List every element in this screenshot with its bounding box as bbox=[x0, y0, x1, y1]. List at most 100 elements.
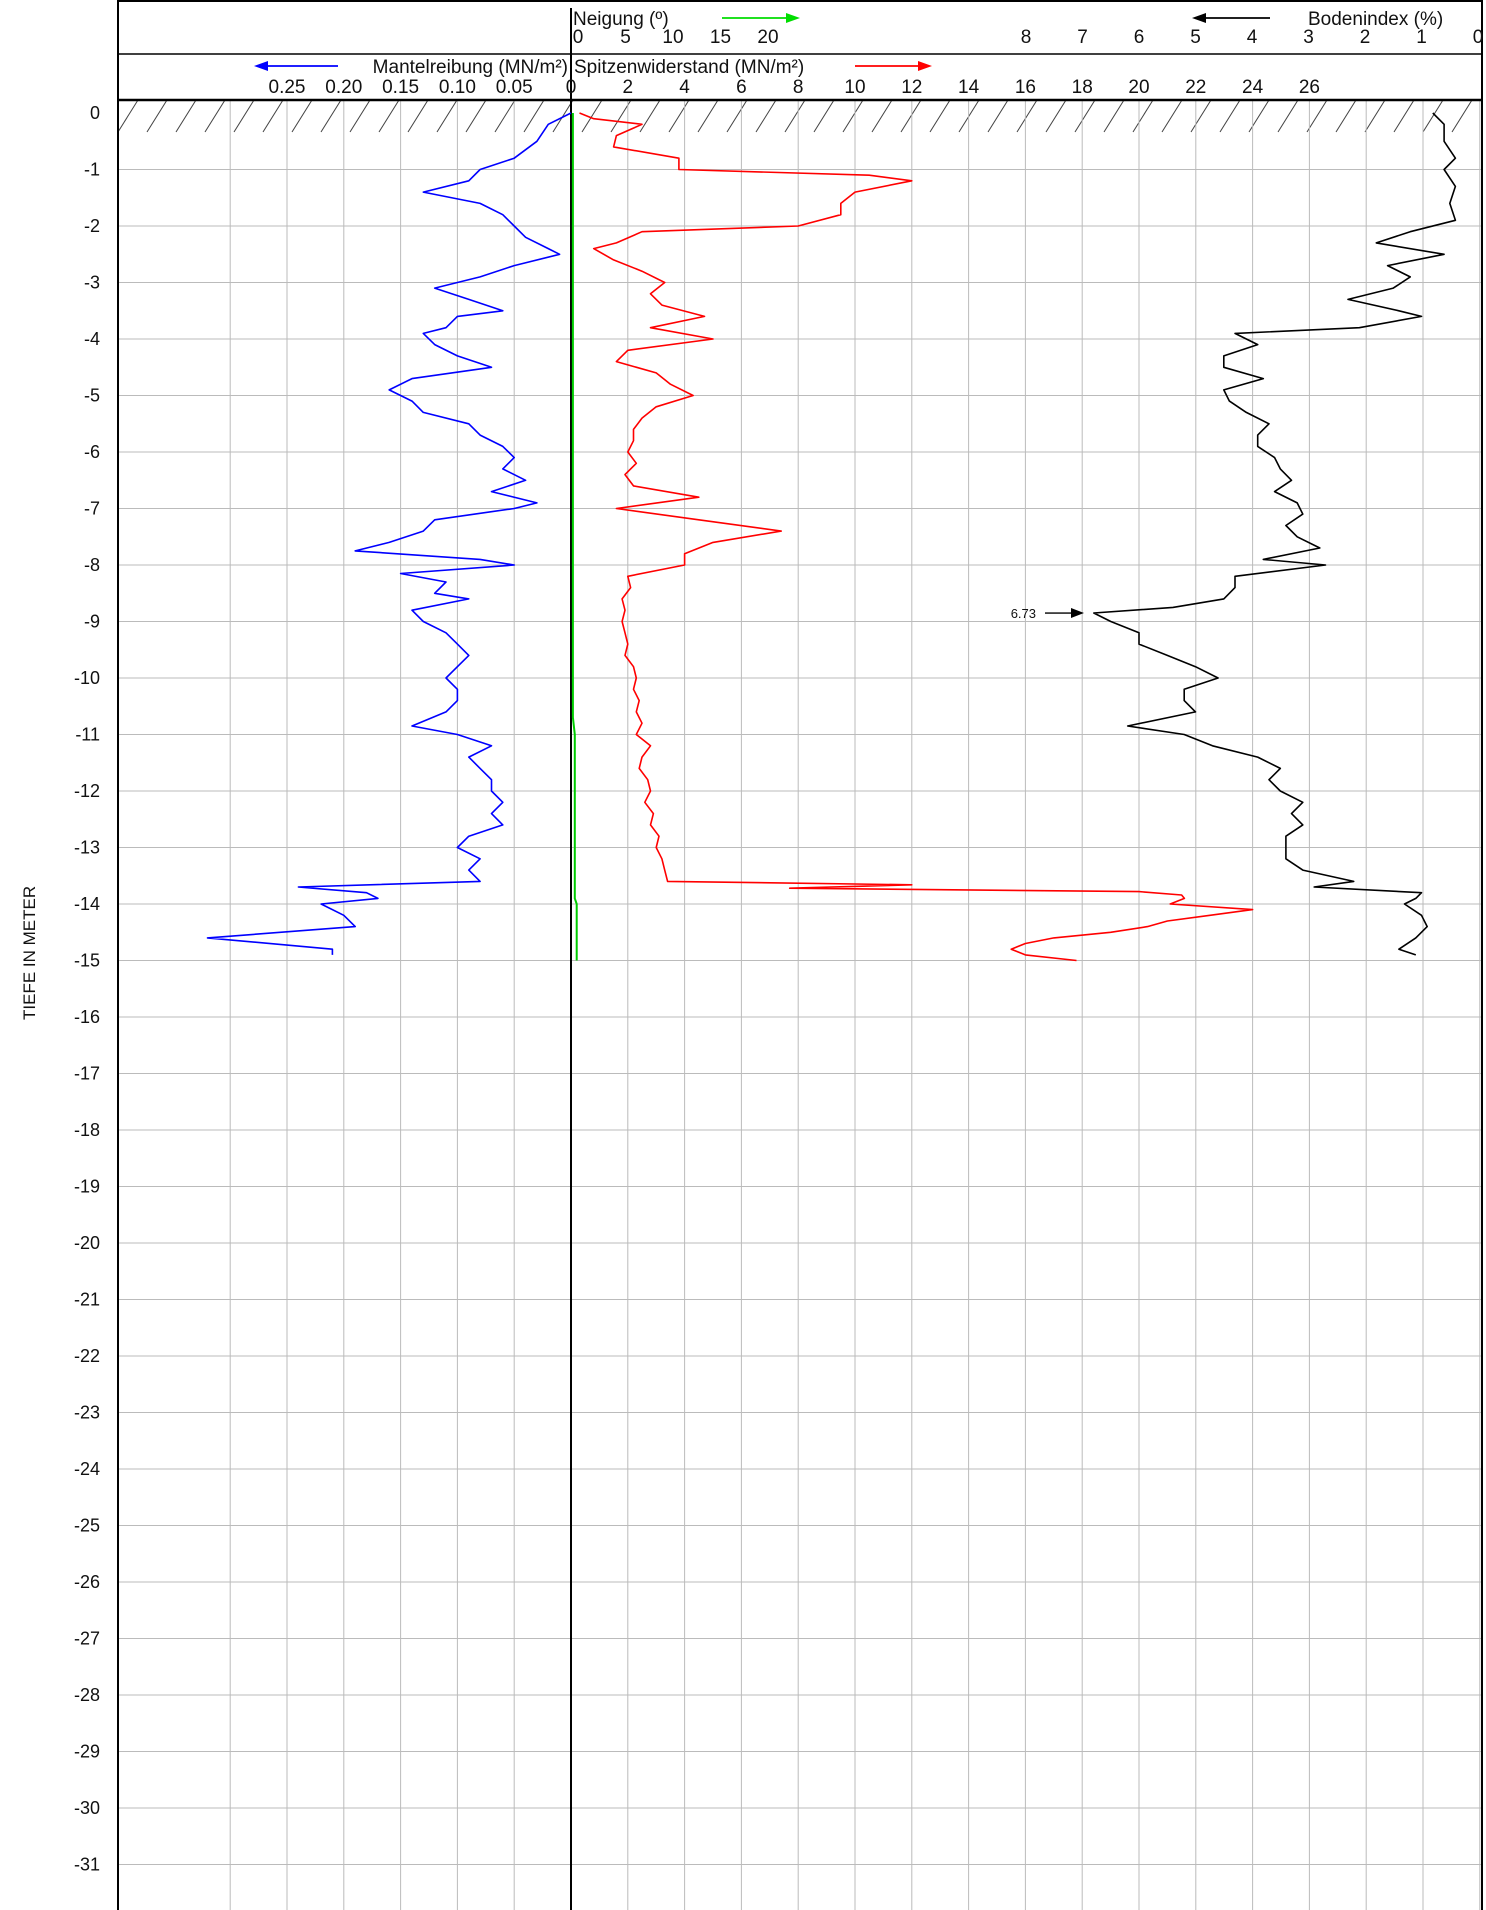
depth-tick-label: -22 bbox=[74, 1346, 100, 1366]
tick-labels: 0 -1 -2 -3 -4 -5 -6 -7 -8 -9 -10 -11 -12 -13 -14 -15 -16… bbox=[74, 27, 1484, 1875]
hatch-stroke bbox=[378, 99, 400, 133]
spitzenwiderstand-tick-label: 16 bbox=[1015, 77, 1036, 98]
hatch-stroke bbox=[407, 99, 429, 133]
spitzenwiderstand-tick-label: 22 bbox=[1185, 77, 1206, 98]
depth-tick-label: -31 bbox=[74, 1855, 100, 1875]
bodenindex-tick-label: 5 bbox=[1190, 27, 1201, 48]
mantelreibung-arrow-head bbox=[254, 61, 268, 71]
depth-tick-label: -13 bbox=[74, 838, 100, 858]
bodenindex-tick-label: 8 bbox=[1021, 27, 1032, 48]
hatch-stroke bbox=[204, 99, 226, 133]
mantelreibung-tick-label: 0.15 bbox=[382, 77, 419, 98]
hatch-stroke bbox=[262, 99, 284, 133]
bodenindex-tick-label: 6 bbox=[1134, 27, 1145, 48]
hatch-stroke bbox=[987, 99, 1009, 133]
hatch-stroke bbox=[697, 99, 719, 133]
spitzenwiderstand-arrow-head bbox=[918, 61, 932, 71]
annotations: 6.73 bbox=[1011, 606, 1084, 621]
series-bodenindex bbox=[1093, 112, 1457, 956]
hatch-stroke bbox=[813, 99, 835, 133]
depth-tick-label: -25 bbox=[74, 1516, 100, 1536]
bodenindex-tick-label: 7 bbox=[1077, 27, 1088, 48]
depth-tick-label: -29 bbox=[74, 1742, 100, 1762]
neigung-arrow-head bbox=[786, 13, 800, 23]
hatch-stroke bbox=[871, 99, 893, 133]
grid-lines bbox=[118, 100, 1482, 1910]
depth-tick-label: -6 bbox=[84, 442, 100, 462]
hatch-stroke bbox=[639, 99, 661, 133]
hatch-stroke bbox=[175, 99, 197, 133]
mantelreibung-tick-label: 0.25 bbox=[269, 77, 306, 98]
hatch-stroke bbox=[784, 99, 806, 133]
depth-tick-label: -14 bbox=[74, 894, 100, 914]
spitzenwiderstand-tick-label: 20 bbox=[1128, 77, 1149, 98]
bodenindex-tick-label: 0 bbox=[1473, 27, 1484, 48]
spitzenwiderstand-tick-label: 4 bbox=[679, 77, 690, 98]
hatch-stroke bbox=[668, 99, 690, 133]
hatch-stroke bbox=[581, 99, 603, 133]
depth-tick-label: -16 bbox=[74, 1007, 100, 1027]
hatch-stroke bbox=[1451, 99, 1473, 133]
depth-tick-label: -15 bbox=[74, 951, 100, 971]
mantelreibung-tick-label: 0.20 bbox=[325, 77, 362, 98]
hatch-stroke bbox=[1103, 99, 1125, 133]
series-spitzenwiderstand bbox=[579, 112, 1254, 962]
series-mantelreibung bbox=[206, 112, 572, 955]
y-axis-title-wrapper: TIEFE IN METER bbox=[10, 885, 50, 1020]
depth-tick-label: -21 bbox=[74, 1290, 100, 1310]
hatch-stroke bbox=[494, 99, 516, 133]
hatch-stroke bbox=[523, 99, 545, 133]
ground-surface-hatch bbox=[117, 99, 1473, 133]
depth-tick-label: -7 bbox=[84, 499, 100, 519]
depth-tick-label: -30 bbox=[74, 1798, 100, 1818]
depth-tick-label: -1 bbox=[84, 160, 100, 180]
bodenindex-tick-label: 4 bbox=[1247, 27, 1258, 48]
hatch-stroke bbox=[1074, 99, 1096, 133]
hatch-stroke bbox=[1161, 99, 1183, 133]
hatch-stroke bbox=[146, 99, 168, 133]
depth-tick-label: -17 bbox=[74, 1064, 100, 1084]
mantelreibung-tick-label: 0 bbox=[566, 77, 577, 98]
hatch-stroke bbox=[1393, 99, 1415, 133]
annotation-label: 6.73 bbox=[1011, 606, 1036, 621]
depth-tick-label: -24 bbox=[74, 1459, 100, 1479]
bodenindex-tick-label: 1 bbox=[1416, 27, 1427, 48]
bodenindex-tick-label: 2 bbox=[1360, 27, 1371, 48]
hatch-stroke bbox=[1045, 99, 1067, 133]
spitzenwiderstand-tick-label: 18 bbox=[1072, 77, 1093, 98]
depth-tick-label: -4 bbox=[84, 329, 100, 349]
annotation-arrow-head bbox=[1071, 608, 1084, 619]
hatch-stroke bbox=[755, 99, 777, 133]
hatch-stroke bbox=[726, 99, 748, 133]
hatch-stroke bbox=[465, 99, 487, 133]
spitzenwiderstand-tick-label: 12 bbox=[901, 77, 922, 98]
hatch-stroke bbox=[1016, 99, 1038, 133]
hatch-stroke bbox=[349, 99, 371, 133]
hatch-stroke bbox=[436, 99, 458, 133]
spitzenwiderstand-tick-label: 14 bbox=[958, 77, 980, 98]
depth-tick-label: -3 bbox=[84, 273, 100, 293]
hatch-stroke bbox=[1277, 99, 1299, 133]
neigung-tick-label: 10 bbox=[662, 27, 683, 48]
spitzenwiderstand-axis-title: Spitzenwiderstand (MN/m²) bbox=[574, 57, 804, 78]
hatch-stroke bbox=[1190, 99, 1212, 133]
depth-tick-label: -9 bbox=[84, 612, 100, 632]
depth-tick-label: -11 bbox=[75, 725, 100, 745]
series-neigung bbox=[571, 113, 578, 961]
depth-tick-label: -27 bbox=[74, 1629, 100, 1649]
hatch-stroke bbox=[117, 99, 139, 133]
spitzenwiderstand-tick-label: 26 bbox=[1299, 77, 1320, 98]
hatch-stroke bbox=[1132, 99, 1154, 133]
hatch-stroke bbox=[1248, 99, 1270, 133]
depth-tick-label: -28 bbox=[74, 1685, 100, 1705]
hatch-stroke bbox=[900, 99, 922, 133]
y-axis-title: TIEFE IN METER bbox=[20, 885, 39, 1020]
bodenindex-tick-label: 3 bbox=[1303, 27, 1314, 48]
depth-tick-label: -5 bbox=[84, 386, 100, 406]
data-series bbox=[206, 112, 1457, 962]
hatch-stroke bbox=[552, 99, 574, 133]
spitzenwiderstand-tick-label: 8 bbox=[793, 77, 804, 98]
hatch-stroke bbox=[1422, 99, 1444, 133]
hatch-stroke bbox=[233, 99, 255, 133]
